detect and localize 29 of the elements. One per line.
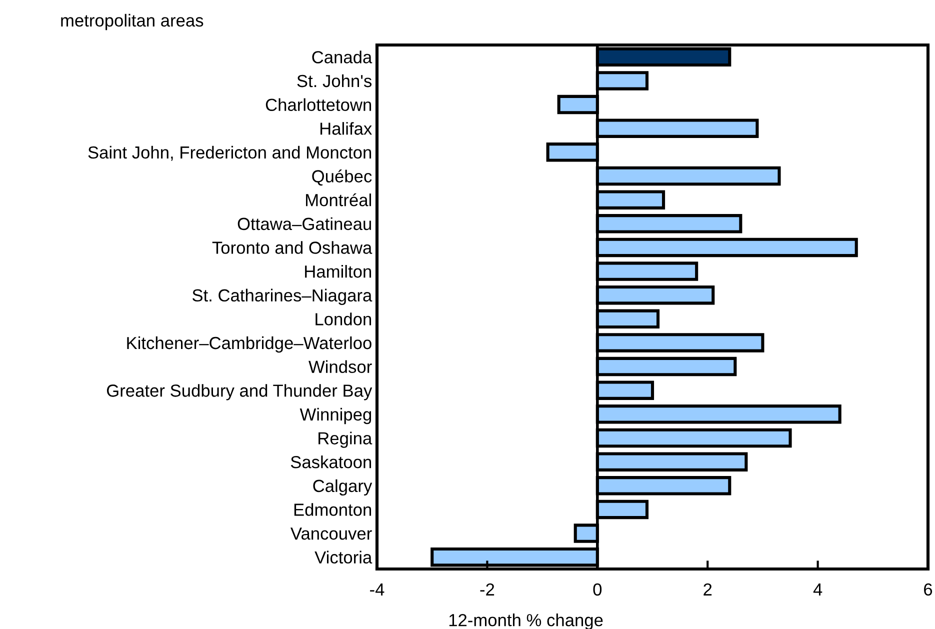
y-tick-label: Charlottetown — [266, 98, 372, 112]
y-tick-label: Toronto and Oshawa — [212, 241, 372, 254]
y-tick-label: Windsor — [308, 360, 372, 374]
y-tick-label: Québec — [312, 170, 372, 186]
y-tick-label: Vancouver — [290, 528, 372, 540]
y-tick-label: Kitchener–Cambridge–Waterloo — [127, 336, 372, 353]
y-tick-label: St. John's — [297, 74, 372, 88]
y-tick-label: Greater Sudbury and Thunder Bay — [106, 384, 372, 400]
x-tick-label: -2 — [480, 583, 494, 596]
y-tick-label: Regina — [318, 432, 372, 448]
x-tick-label: 6 — [924, 583, 932, 596]
y-tick-label: Montréal — [306, 193, 371, 206]
y-tick-label: Halifax — [320, 122, 372, 135]
y-tick-label: Winnipeg — [300, 408, 372, 424]
y-tick-label: Edmonton — [294, 503, 372, 516]
y-axis-title: metropolitan areas — [61, 14, 204, 30]
y-tick-label: Ottawa–Gatineau — [238, 217, 371, 230]
x-tick-label: 0 — [593, 583, 602, 596]
y-tick-label: Saint John, Fredericton and Moncton — [88, 146, 372, 161]
y-tick-label: Hamilton — [305, 264, 372, 278]
y-tick-label: Calgary — [313, 479, 372, 496]
y-tick-label: St. Catharines–Niagara — [192, 288, 372, 305]
x-tick-label: 2 — [704, 583, 712, 596]
y-tick-label: London — [316, 312, 372, 326]
y-tick-label: Saskatoon — [290, 456, 372, 468]
y-tick-label: Victoria — [314, 550, 372, 564]
x-tick-label: -4 — [370, 584, 384, 596]
y-tick-label: Canada — [312, 50, 372, 64]
x-tick-label: 4 — [813, 584, 822, 596]
